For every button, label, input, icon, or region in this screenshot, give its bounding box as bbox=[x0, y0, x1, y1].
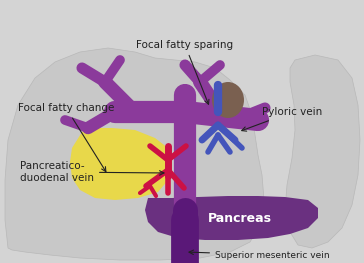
Text: Focal fatty sparing: Focal fatty sparing bbox=[136, 40, 234, 104]
Ellipse shape bbox=[212, 82, 244, 118]
Text: Pyloric vein: Pyloric vein bbox=[242, 107, 322, 131]
Text: Pancreas: Pancreas bbox=[208, 211, 272, 225]
Polygon shape bbox=[285, 55, 360, 248]
Text: Pancreatico-
duodenal vein: Pancreatico- duodenal vein bbox=[20, 161, 164, 183]
Polygon shape bbox=[145, 196, 318, 240]
Polygon shape bbox=[5, 48, 264, 260]
Text: Superior mesenteric vein: Superior mesenteric vein bbox=[189, 250, 330, 260]
Text: Focal fatty change: Focal fatty change bbox=[18, 103, 114, 171]
Polygon shape bbox=[70, 128, 172, 200]
